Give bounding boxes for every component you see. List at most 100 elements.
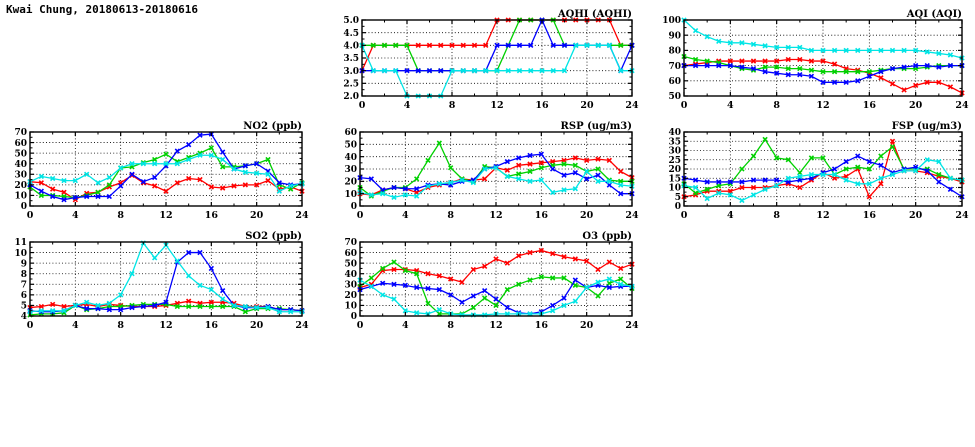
data-point bbox=[436, 273, 442, 279]
x-tick-label: 20 bbox=[250, 210, 264, 221]
data-point bbox=[572, 256, 578, 262]
data-point bbox=[538, 160, 544, 166]
data-point bbox=[750, 192, 757, 198]
y-tick-label: 40 bbox=[668, 128, 681, 138]
data-point bbox=[727, 62, 733, 69]
data-point bbox=[276, 309, 282, 315]
data-point bbox=[618, 68, 624, 74]
x-tick-label: 24 bbox=[625, 210, 639, 221]
data-point bbox=[762, 136, 768, 143]
series-day4 bbox=[681, 157, 965, 204]
data-point bbox=[527, 161, 533, 167]
x-tick-label: 8 bbox=[117, 210, 124, 221]
y-tick-label: 20 bbox=[668, 165, 681, 175]
data-point bbox=[61, 196, 67, 203]
data-point bbox=[402, 192, 408, 198]
data-point bbox=[438, 42, 444, 48]
data-point bbox=[493, 165, 499, 171]
data-point bbox=[220, 185, 226, 191]
series-line bbox=[359, 249, 633, 289]
data-point bbox=[152, 161, 158, 167]
data-point bbox=[174, 303, 180, 310]
x-tick-label: 20 bbox=[250, 320, 264, 331]
y-tick-label: 3.0 bbox=[343, 67, 359, 77]
data-point bbox=[618, 276, 624, 282]
data-point bbox=[471, 42, 478, 48]
data-point bbox=[38, 180, 44, 186]
data-point bbox=[197, 303, 203, 310]
data-point bbox=[584, 168, 590, 175]
x-tick-label: 4 bbox=[402, 320, 409, 331]
data-point bbox=[516, 176, 522, 182]
data-point bbox=[716, 179, 722, 185]
x-tick-label: 8 bbox=[117, 320, 124, 331]
data-point bbox=[84, 305, 90, 312]
data-point bbox=[808, 47, 815, 54]
x-tick-label: 12 bbox=[490, 100, 503, 111]
data-point bbox=[936, 79, 942, 85]
series-line bbox=[359, 157, 633, 196]
y-tick-label: 0 bbox=[21, 202, 27, 212]
data-point bbox=[414, 310, 420, 316]
x-tick-label: 0 bbox=[357, 210, 364, 221]
data-point bbox=[618, 265, 624, 272]
data-point bbox=[843, 166, 849, 172]
y-tick-label: 2.5 bbox=[343, 80, 359, 90]
y-tick-label: 60 bbox=[14, 139, 27, 149]
data-point bbox=[878, 181, 884, 187]
data-point bbox=[595, 172, 601, 178]
data-point bbox=[140, 161, 146, 167]
data-point bbox=[72, 177, 78, 184]
data-point bbox=[208, 145, 214, 151]
x-tick-label: 0 bbox=[27, 210, 34, 221]
data-point bbox=[265, 304, 271, 311]
data-point bbox=[618, 168, 624, 175]
data-point bbox=[368, 176, 374, 182]
data-point bbox=[208, 299, 214, 305]
data-point bbox=[762, 186, 768, 193]
data-point bbox=[750, 177, 757, 183]
data-point bbox=[504, 173, 510, 180]
data-point bbox=[913, 168, 919, 174]
data-point bbox=[866, 158, 872, 165]
data-point bbox=[426, 68, 433, 74]
data-point bbox=[561, 302, 567, 309]
data-point bbox=[425, 271, 431, 277]
data-point bbox=[129, 304, 135, 311]
x-tick-label: 4 bbox=[404, 100, 411, 111]
data-point bbox=[572, 282, 578, 289]
y-tick-label: 50 bbox=[344, 259, 357, 269]
x-tick-label: 16 bbox=[205, 320, 219, 331]
data-point bbox=[470, 179, 476, 186]
data-point bbox=[561, 187, 567, 193]
data-point bbox=[95, 189, 101, 195]
data-point bbox=[516, 281, 522, 287]
data-point bbox=[595, 266, 601, 273]
data-point bbox=[436, 306, 442, 313]
data-point bbox=[878, 153, 884, 159]
data-point bbox=[606, 276, 612, 282]
data-point bbox=[820, 69, 826, 75]
data-point bbox=[739, 197, 745, 204]
data-point bbox=[402, 308, 408, 314]
data-point bbox=[414, 271, 420, 277]
data-point bbox=[913, 47, 919, 54]
data-point bbox=[186, 249, 192, 256]
data-point bbox=[393, 68, 399, 74]
data-point bbox=[449, 42, 455, 48]
data-point bbox=[436, 140, 442, 146]
data-point bbox=[901, 87, 907, 93]
x-tick-label: 4 bbox=[402, 210, 409, 221]
data-point bbox=[762, 58, 768, 64]
data-point bbox=[572, 170, 578, 176]
data-point bbox=[527, 178, 533, 184]
data-point bbox=[231, 302, 237, 309]
data-point bbox=[878, 162, 884, 168]
data-point bbox=[774, 182, 780, 189]
data-point bbox=[808, 171, 815, 178]
data-point bbox=[527, 249, 533, 256]
data-point bbox=[739, 166, 745, 172]
x-tick-label: 0 bbox=[681, 210, 688, 221]
